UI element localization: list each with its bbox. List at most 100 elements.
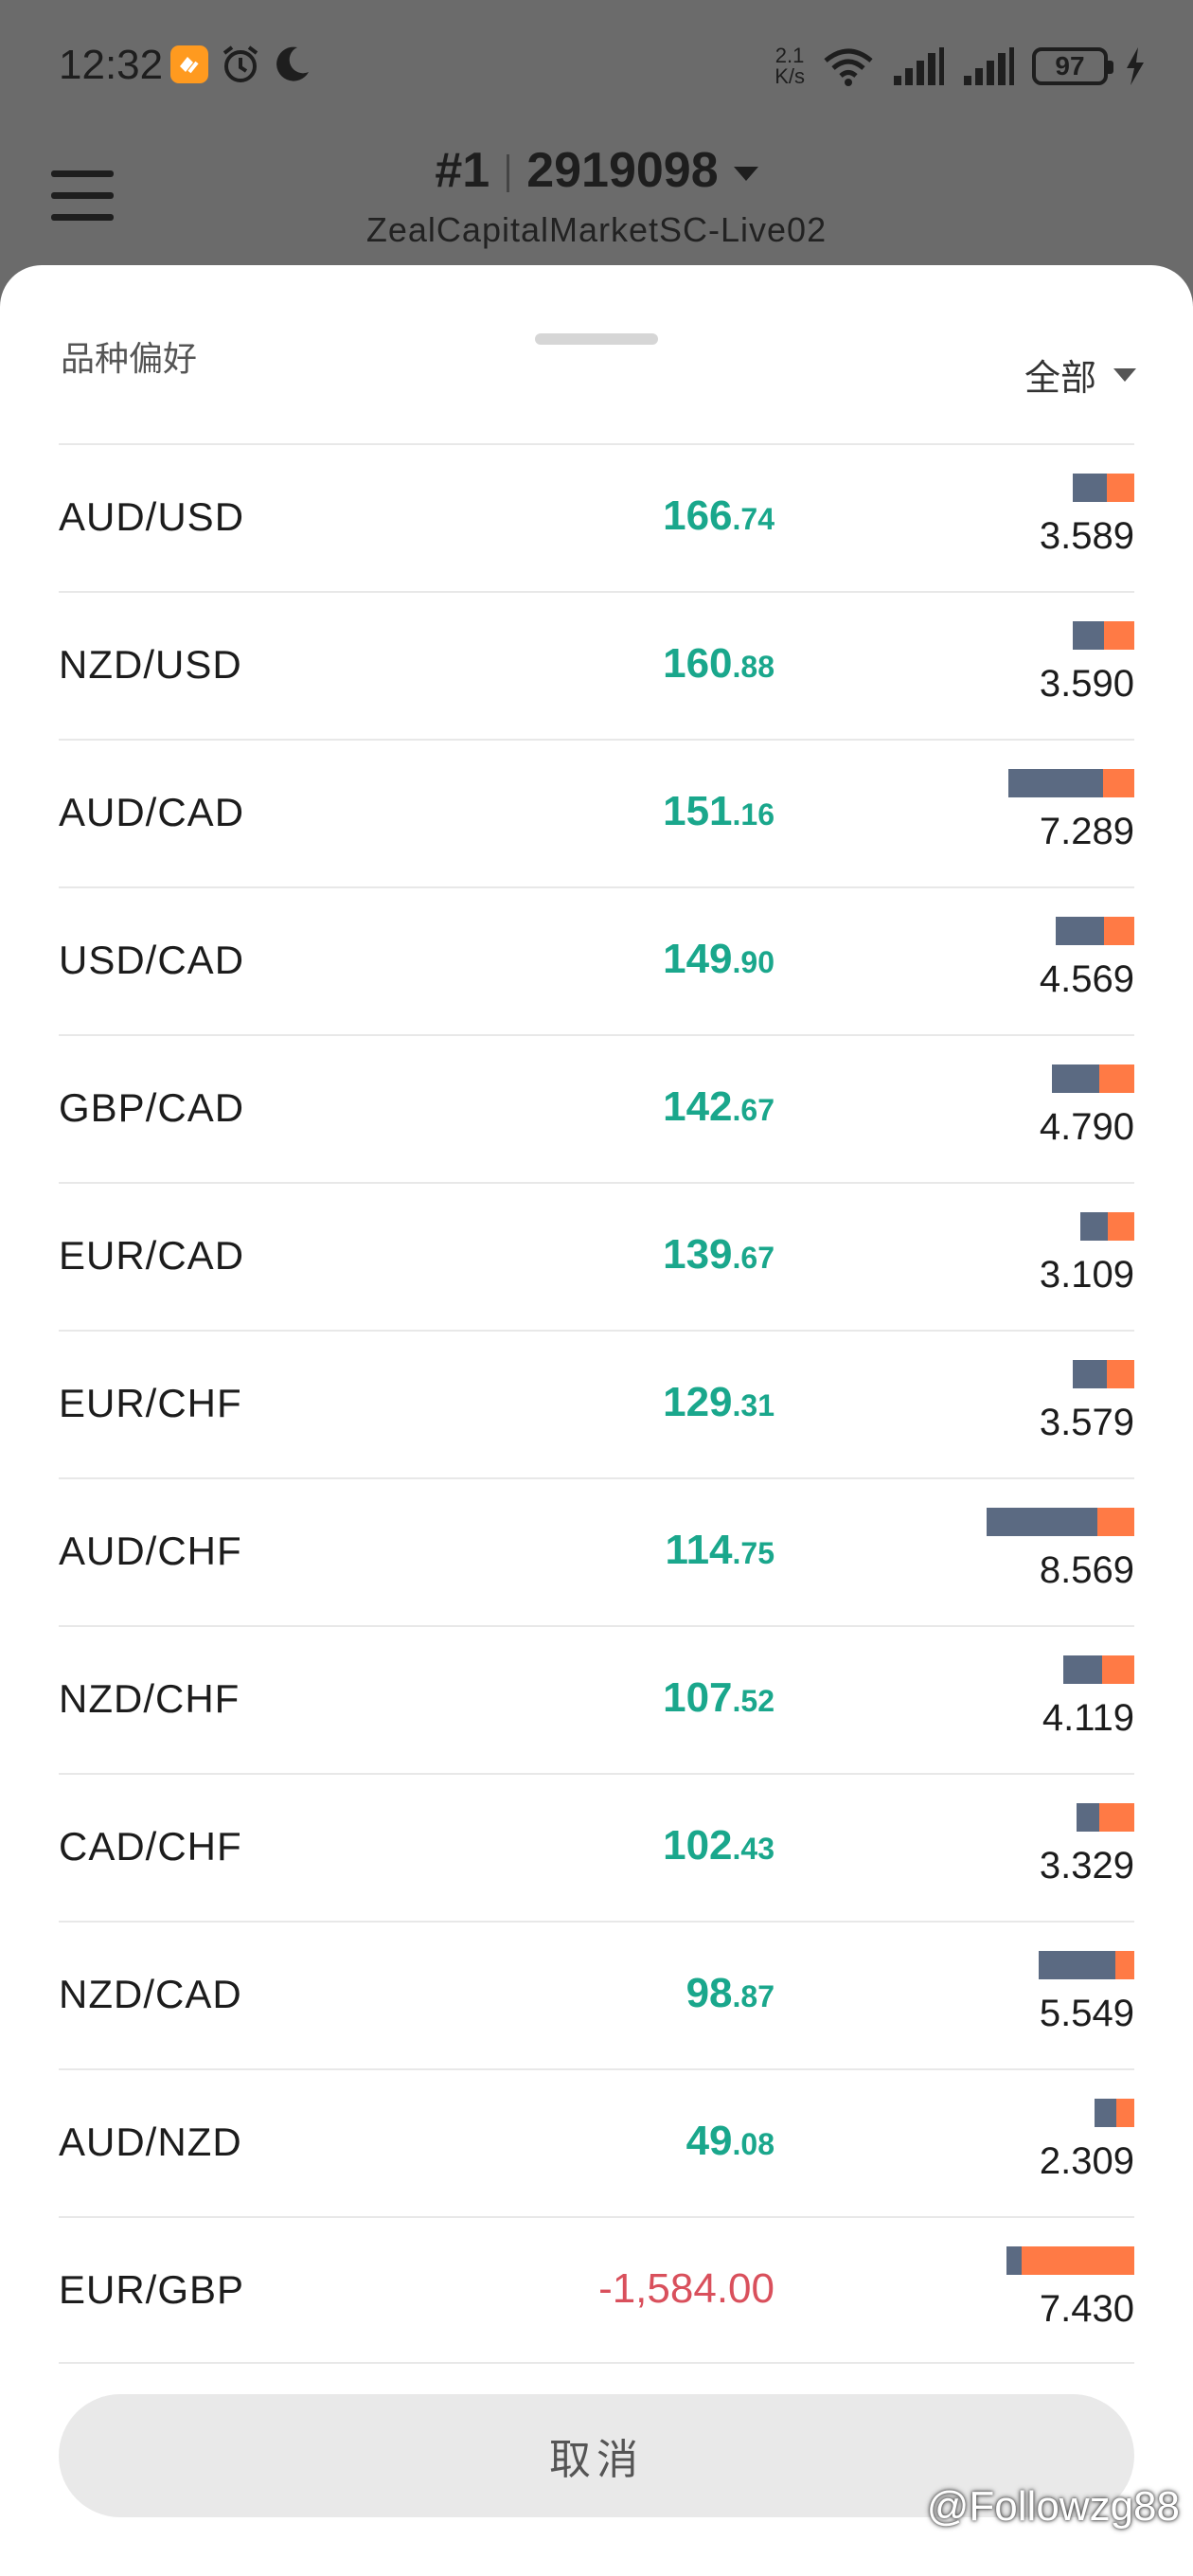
signal-2-icon <box>964 47 1014 85</box>
sell-bar-segment <box>1099 1064 1134 1093</box>
symbol-volume: 8.569 <box>1039 1549 1134 1591</box>
list-item[interactable]: GBP/CAD 142.67 4.790 <box>59 1034 1134 1182</box>
symbol-volume: 2.309 <box>1039 2140 1134 2182</box>
sell-bar-segment <box>1115 1951 1134 1979</box>
profit-fraction: .75 <box>732 1536 775 1570</box>
symbol-volume: 3.589 <box>1039 515 1134 557</box>
symbol-name: CAD/CHF <box>59 1824 242 1869</box>
symbol-profit: 98.87 <box>686 1970 775 2017</box>
symbol-name: GBP/CAD <box>59 1085 245 1130</box>
buy-bar-segment <box>1073 1360 1107 1388</box>
cancel-button[interactable]: 取消 <box>59 2394 1134 2517</box>
symbol-volume: 7.289 <box>1039 811 1134 852</box>
profit-integer: 166 <box>663 492 733 539</box>
buy-bar-segment <box>1039 1951 1115 1979</box>
list-item[interactable]: AUD/USD 166.74 3.589 <box>59 443 1134 591</box>
list-item[interactable]: EUR/GBP -1,584.00 7.430 <box>59 2216 1134 2364</box>
sell-bar-segment <box>1102 1655 1134 1684</box>
list-item[interactable]: EUR/CHF 129.31 3.579 <box>59 1330 1134 1477</box>
profit-integer: 151 <box>663 788 733 834</box>
buy-sell-ratio-bar <box>1080 1212 1134 1241</box>
symbol-volume: 7.430 <box>1039 2288 1134 2330</box>
list-item[interactable]: USD/CAD 149.90 4.569 <box>59 886 1134 1034</box>
account-number: 2919098 <box>526 143 719 198</box>
buy-sell-ratio-bar <box>1006 2246 1134 2275</box>
moon-icon <box>276 46 309 81</box>
symbol-profit: 166.74 <box>663 492 775 540</box>
buy-sell-ratio-bar <box>1095 2099 1134 2127</box>
profit-fraction: .87 <box>732 1979 775 2013</box>
sell-bar-segment <box>1107 1360 1134 1388</box>
sell-bar-segment <box>1097 1508 1134 1536</box>
buy-sell-ratio-bar <box>1052 1064 1134 1093</box>
buy-bar-segment <box>1073 474 1107 502</box>
buy-sell-ratio-bar <box>1008 769 1134 797</box>
account-selector[interactable]: #1 2919098 <box>0 142 1193 199</box>
filter-dropdown[interactable]: 全部 <box>1024 349 1136 401</box>
symbol-volume: 3.109 <box>1039 1254 1134 1296</box>
profit-fraction: .67 <box>732 1093 775 1127</box>
symbol-name: AUD/NZD <box>59 2120 242 2164</box>
symbol-name: NZD/CHF <box>59 1676 240 1721</box>
profit-fraction: .74 <box>732 502 775 536</box>
symbol-volume: 5.549 <box>1039 1993 1134 2034</box>
sheet-drag-handle[interactable] <box>535 333 658 345</box>
list-item[interactable]: AUD/NZD 49.08 2.309 <box>59 2068 1134 2216</box>
sheet-title: 品种偏好 <box>61 340 198 379</box>
list-item[interactable]: CAD/CHF 102.43 3.329 <box>59 1773 1134 1921</box>
profit-fraction: .08 <box>732 2127 775 2161</box>
symbol-profit: 160.88 <box>663 640 775 688</box>
symbol-name: AUD/CAD <box>59 790 245 834</box>
status-time: 12:32 <box>59 42 164 88</box>
buy-sell-ratio-bar <box>1063 1655 1134 1684</box>
symbol-name: EUR/GBP <box>59 2267 245 2312</box>
sell-bar-segment <box>1116 2099 1134 2127</box>
list-item[interactable]: AUD/CHF 114.75 8.569 <box>59 1477 1134 1625</box>
menu-icon[interactable] <box>51 167 114 224</box>
sell-bar-segment <box>1104 917 1134 945</box>
profit-fraction: .16 <box>732 797 775 832</box>
filter-chevron-down-icon <box>1113 367 1136 382</box>
symbol-profit: 49.08 <box>686 2118 775 2165</box>
buy-sell-ratio-bar <box>1039 1951 1134 1979</box>
list-item[interactable]: NZD/CAD 98.87 5.549 <box>59 1921 1134 2068</box>
profit-integer: 98 <box>686 1970 733 2016</box>
symbol-name: AUD/CHF <box>59 1529 242 1573</box>
profit-fraction: .90 <box>732 945 775 979</box>
status-bar: 12:32 2.1 K/s <box>0 0 1193 137</box>
profit-fraction: .00 <box>716 2265 775 2312</box>
account-prefix: #1 <box>435 143 490 198</box>
sell-bar-segment <box>1103 769 1134 797</box>
list-item[interactable]: NZD/CHF 107.52 4.119 <box>59 1625 1134 1773</box>
sell-bar-segment <box>1107 474 1134 502</box>
buy-bar-segment <box>1095 2099 1116 2127</box>
buy-sell-ratio-bar <box>1056 917 1134 945</box>
buy-bar-segment <box>1052 1064 1099 1093</box>
symbol-profit: 107.52 <box>663 1674 775 1722</box>
profit-integer: 49 <box>686 2118 733 2164</box>
symbol-profit: 102.43 <box>663 1822 775 1869</box>
app-notification-icon <box>170 45 208 83</box>
signal-1-icon <box>894 47 944 85</box>
buy-sell-ratio-bar <box>1077 1803 1134 1832</box>
list-item[interactable]: AUD/CAD 151.16 7.289 <box>59 739 1134 886</box>
list-item[interactable]: NZD/USD 160.88 3.590 <box>59 591 1134 739</box>
symbol-profit: -1,584.00 <box>598 2265 775 2313</box>
symbol-list: AUD/USD 166.74 3.589 NZD/USD 160.88 3.590 AUD/… <box>59 443 1134 2364</box>
symbol-name: NZD/CAD <box>59 1972 242 2016</box>
profit-integer: 107 <box>663 1674 733 1721</box>
buy-bar-segment <box>1077 1803 1099 1832</box>
symbol-name: USD/CAD <box>59 938 245 982</box>
buy-sell-ratio-bar <box>1073 1360 1134 1388</box>
list-item[interactable]: EUR/CAD 139.67 3.109 <box>59 1182 1134 1330</box>
buy-bar-segment <box>1063 1655 1102 1684</box>
buy-sell-ratio-bar <box>1073 474 1134 502</box>
profit-integer: 114 <box>665 1527 733 1573</box>
symbol-profit: 149.90 <box>663 936 775 983</box>
symbol-volume: 4.119 <box>1042 1697 1134 1739</box>
buy-sell-ratio-bar <box>1073 621 1134 650</box>
symbol-volume: 4.569 <box>1039 958 1134 1000</box>
status-right: 2.1 K/s <box>775 42 1146 91</box>
profit-integer: 129 <box>663 1379 733 1425</box>
symbol-profit: 142.67 <box>663 1083 775 1131</box>
